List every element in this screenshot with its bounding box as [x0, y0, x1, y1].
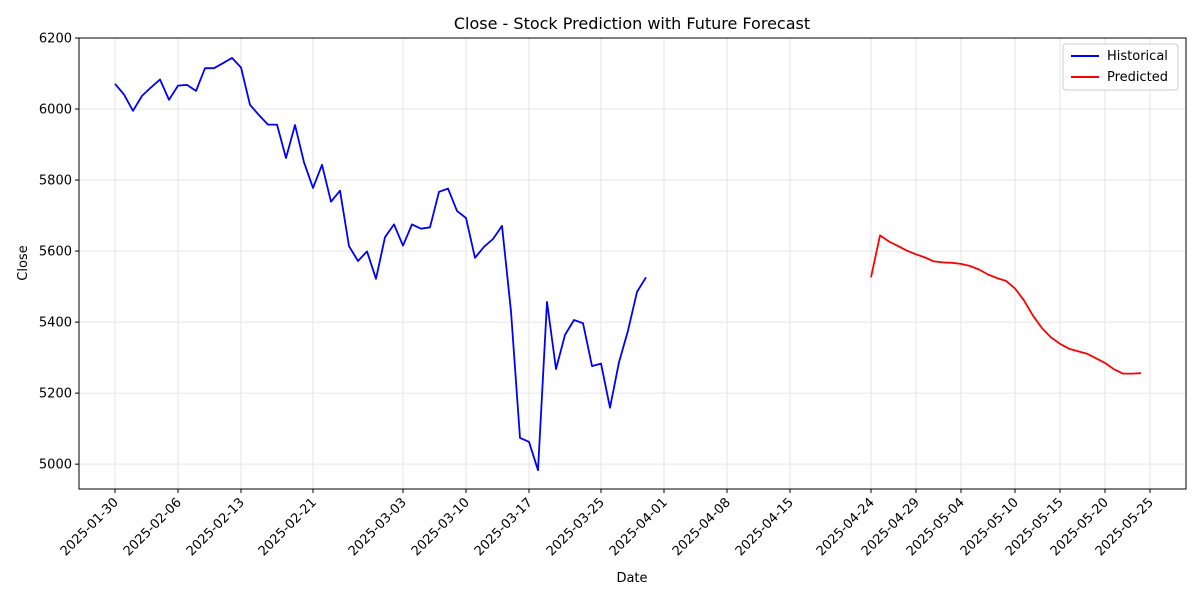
legend-label-historical: Historical [1107, 49, 1168, 64]
plot-frame [78, 37, 1187, 490]
grid [79, 37, 1186, 489]
y-tick-label: 5000 [39, 458, 72, 473]
y-tick-label: 5400 [39, 316, 72, 331]
series-line-predicted [870, 234, 1142, 375]
y-tick-label: 6200 [39, 32, 72, 47]
legend: Historical Predicted [1062, 43, 1179, 91]
y-tick-label: 5800 [39, 174, 72, 189]
y-axis-label: Close [16, 245, 31, 280]
y-tick-label: 6000 [39, 103, 72, 118]
y-tick-label: 5200 [39, 387, 72, 402]
series-line-historical [114, 57, 647, 472]
chart-title: Close - Stock Prediction with Future For… [454, 14, 810, 33]
x-axis-label: Date [616, 571, 647, 586]
legend-label-predicted: Predicted [1107, 70, 1168, 85]
y-tick-label: 5600 [39, 245, 72, 260]
series-layer [114, 57, 1142, 472]
